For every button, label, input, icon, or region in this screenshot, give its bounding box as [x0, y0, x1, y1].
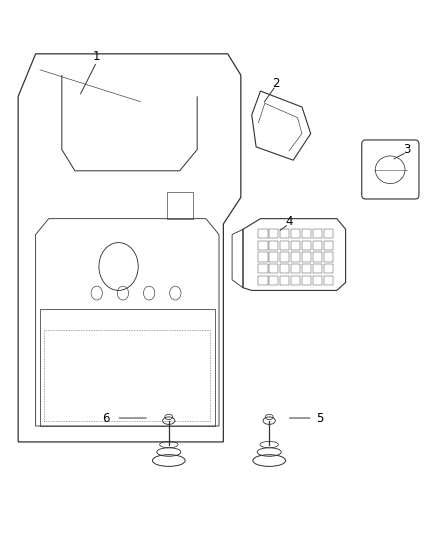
Bar	[280, 276, 290, 285]
Bar	[302, 229, 311, 238]
Bar	[269, 276, 279, 285]
Bar	[324, 264, 333, 273]
Bar	[313, 252, 322, 262]
Bar	[269, 252, 279, 262]
Bar	[302, 252, 311, 262]
Bar	[302, 276, 311, 285]
Text: 3: 3	[403, 143, 410, 156]
Text: 1: 1	[93, 50, 100, 63]
Text: 2: 2	[272, 77, 279, 90]
Bar	[313, 264, 322, 273]
Bar	[291, 252, 300, 262]
Bar	[313, 241, 322, 250]
Bar	[324, 276, 333, 285]
Bar	[302, 264, 311, 273]
Bar	[313, 229, 322, 238]
Bar	[166, 192, 193, 219]
Bar	[302, 241, 311, 250]
Bar	[258, 241, 268, 250]
Bar	[269, 264, 279, 273]
Bar	[258, 264, 268, 273]
Bar	[291, 229, 300, 238]
Bar	[280, 252, 290, 262]
Text: 5: 5	[316, 411, 323, 424]
Bar	[324, 252, 333, 262]
Bar	[258, 229, 268, 238]
Bar	[269, 241, 279, 250]
Bar	[258, 252, 268, 262]
Bar	[291, 241, 300, 250]
Bar	[280, 229, 290, 238]
Bar	[280, 241, 290, 250]
Bar	[324, 229, 333, 238]
Bar	[269, 229, 279, 238]
Bar	[280, 264, 290, 273]
Bar	[258, 276, 268, 285]
Text: 6: 6	[102, 411, 109, 424]
Bar	[313, 276, 322, 285]
Bar	[324, 241, 333, 250]
Text: 4: 4	[285, 215, 293, 228]
Bar	[291, 264, 300, 273]
Bar	[291, 276, 300, 285]
